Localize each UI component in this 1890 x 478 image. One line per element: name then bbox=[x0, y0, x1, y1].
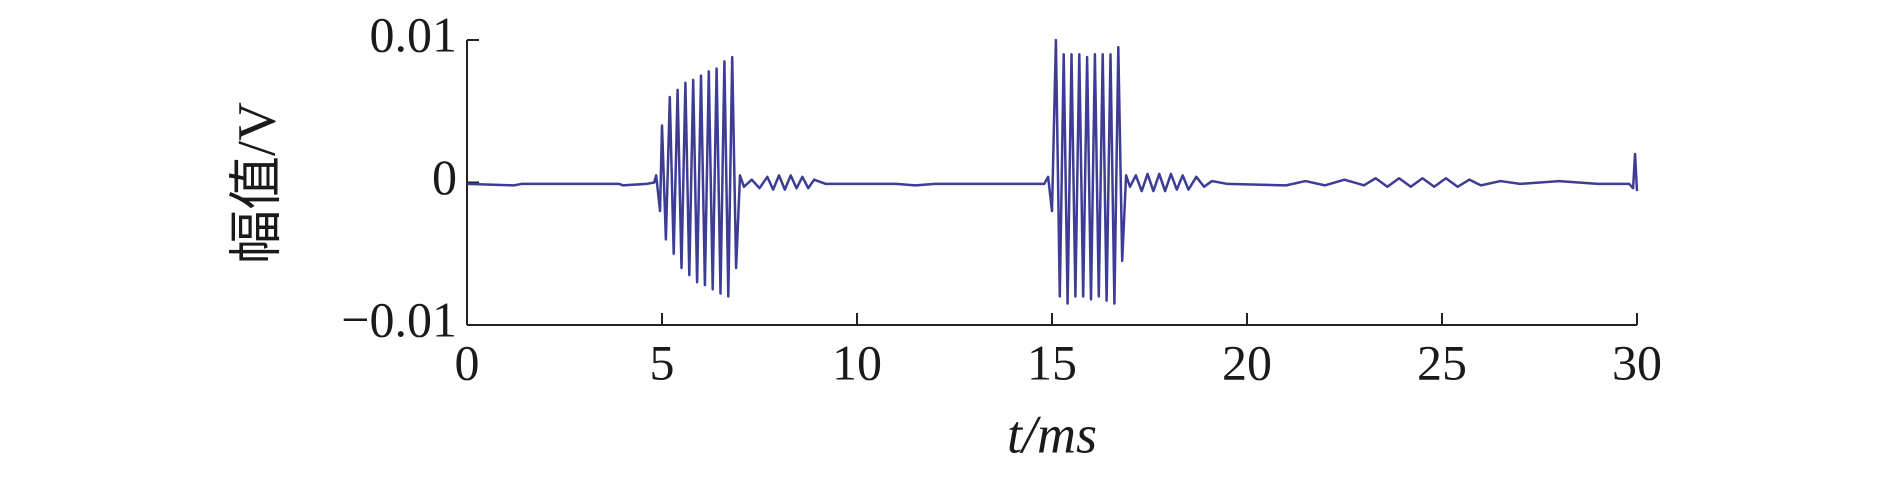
x-tick-label: 5 bbox=[650, 334, 675, 390]
x-axis-label: t/ms bbox=[1007, 404, 1097, 464]
x-tick-label: 20 bbox=[1222, 334, 1272, 390]
y-axis-label: 幅值/V bbox=[226, 102, 286, 264]
x-tick-label: 25 bbox=[1417, 334, 1467, 390]
y-tick-label: 0.01 bbox=[370, 6, 458, 62]
x-tick-label: 10 bbox=[832, 334, 882, 390]
x-tick-label: 0 bbox=[455, 334, 480, 390]
y-tick-label: 0 bbox=[432, 149, 457, 205]
signal-line bbox=[466, 38, 1639, 305]
y-tick-label: −0.01 bbox=[341, 291, 457, 347]
x-tick-label: 15 bbox=[1027, 334, 1077, 390]
x-tick-label: 30 bbox=[1612, 334, 1662, 390]
